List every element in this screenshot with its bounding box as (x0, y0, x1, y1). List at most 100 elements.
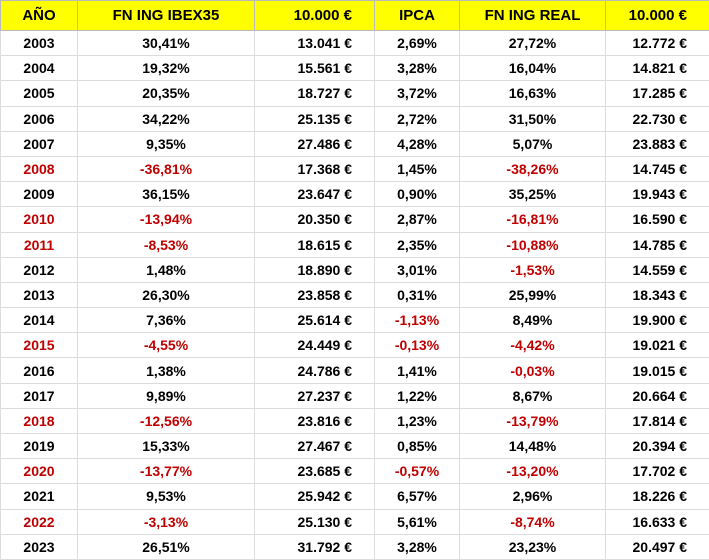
ibex-value-cell: 25.135 € (254, 105, 375, 132)
real-return-cell: -10,88% (459, 231, 606, 258)
ibex-return-cell: 7,36% (77, 307, 255, 334)
table-row: 2016 1,38% 24.786 €1,41% -0,03% 19.015 € (0, 357, 709, 384)
ipca-cell: 3,72% (374, 80, 460, 107)
ibex-return-cell: 34,22% (77, 105, 255, 132)
table-row: 2017 9,89% 27.237 €1,22% 8,67% 20.664 € (0, 382, 709, 409)
real-value-cell: 16.590 € (605, 206, 709, 233)
year-cell: 2020 (0, 458, 78, 485)
real-return-cell: 23,23% (459, 533, 606, 560)
ibex-return-cell: -36,81% (77, 155, 255, 183)
ibex-return-cell: -13,77% (77, 458, 255, 485)
ibex-return-cell: 9,89% (77, 382, 255, 409)
ibex-return-cell: 36,15% (77, 181, 255, 208)
year-cell: 2012 (0, 256, 78, 283)
ibex-return-cell: 26,30% (77, 281, 255, 309)
real-return-cell: 14,48% (459, 432, 606, 460)
ibex-value-cell: 18.890 € (254, 256, 375, 283)
year-cell: 2009 (0, 181, 78, 208)
ipca-cell: 2,35% (374, 231, 460, 258)
real-value-cell: 14.559 € (605, 256, 709, 283)
table-row: 2007 9,35% 27.486 €4,28% 5,07% 23.883 € (0, 130, 709, 157)
table-row: 2010 -13,94% 20.350 €2,87% -16,81% 16.590 € (0, 206, 709, 233)
real-return-cell: 5,07% (459, 130, 606, 157)
ibex-value-cell: 31.792 € (254, 533, 375, 560)
year-cell: 2010 (0, 206, 78, 233)
real-value-cell: 19.943 € (605, 181, 709, 208)
ibex-value-cell: 24.786 € (254, 357, 375, 384)
ipca-cell: 1,41% (374, 357, 460, 384)
real-value-cell: 14.745 € (605, 155, 709, 183)
real-value-cell: 20.664 € (605, 382, 709, 409)
table-row: 2004 19,32% 15.561 €3,28% 16,04% 14.821 € (0, 55, 709, 82)
ibex-return-cell: 1,38% (77, 357, 255, 384)
real-return-cell: -0,03% (459, 357, 606, 384)
ibex-value-cell: 20.350 € (254, 206, 375, 233)
ibex-value-cell: 23.858 € (254, 281, 375, 309)
header-ibex-return: FN ING IBEX35 (77, 0, 255, 31)
ibex-return-cell: 30,41% (77, 29, 255, 57)
table-row: 2021 9,53% 25.942 €6,57% 2,96% 18.226 € (0, 483, 709, 510)
real-return-cell: 27,72% (459, 29, 606, 57)
real-value-cell: 16.633 € (605, 508, 709, 535)
real-return-cell: -4,42% (459, 332, 606, 359)
table-row: 2003 30,41% 13.041 €2,69% 27,72% 12.772 € (0, 29, 709, 57)
year-cell: 2006 (0, 105, 78, 132)
ipca-cell: -0,13% (374, 332, 460, 359)
real-value-cell: 18.343 € (605, 281, 709, 309)
year-cell: 2016 (0, 357, 78, 384)
real-value-cell: 17.702 € (605, 458, 709, 485)
table-row: 2014 7,36% 25.614 € -1,13% 8,49% 19.900 € (0, 307, 709, 334)
real-value-cell: 20.394 € (605, 432, 709, 460)
table-row: 2008 -36,81% 17.368 €1,45% -38,26% 14.745 € (0, 155, 709, 183)
ipca-cell: 0,90% (374, 181, 460, 208)
ibex-value-cell: 25.130 € (254, 508, 375, 535)
real-return-cell: -1,53% (459, 256, 606, 283)
table-row: 2013 26,30% 23.858 €0,31% 25,99% 18.343 € (0, 281, 709, 309)
table-row: 2018 -12,56% 23.816 €1,23% -13,79% 17.814 € (0, 407, 709, 435)
real-return-cell: -16,81% (459, 206, 606, 233)
header-real-return: FN ING REAL (459, 0, 606, 31)
real-value-cell: 20.497 € (605, 533, 709, 560)
ipca-cell: 2,87% (374, 206, 460, 233)
ibex-return-cell: -8,53% (77, 231, 255, 258)
year-cell: 2013 (0, 281, 78, 309)
real-value-cell: 19.015 € (605, 357, 709, 384)
ibex-return-cell: 20,35% (77, 80, 255, 107)
table-row: 2015 -4,55% 24.449 € -0,13% -4,42% 19.021 € (0, 332, 709, 359)
ipca-cell: 0,85% (374, 432, 460, 460)
year-cell: 2017 (0, 382, 78, 409)
real-return-cell: 16,04% (459, 55, 606, 82)
year-cell: 2005 (0, 80, 78, 107)
header-ibex-value: 10.000 € (254, 0, 375, 31)
ipca-cell: 2,69% (374, 29, 460, 57)
real-return-cell: 31,50% (459, 105, 606, 132)
ibex-return-cell: 15,33% (77, 432, 255, 460)
year-cell: 2007 (0, 130, 78, 157)
table-row: 2019 15,33% 27.467 €0,85% 14,48% 20.394 € (0, 432, 709, 460)
real-value-cell: 19.021 € (605, 332, 709, 359)
table-row: 2009 36,15% 23.647 €0,90% 35,25% 19.943 € (0, 181, 709, 208)
ibex-value-cell: 23.816 € (254, 407, 375, 435)
ipca-cell: 4,28% (374, 130, 460, 157)
ibex-value-cell: 17.368 € (254, 155, 375, 183)
header-year: AÑO (0, 0, 78, 31)
real-return-cell: -8,74% (459, 508, 606, 535)
ibex-return-cell: -12,56% (77, 407, 255, 435)
ibex-return-cell: 9,35% (77, 130, 255, 157)
ibex-value-cell: 15.561 € (254, 55, 375, 82)
ibex-return-cell: -4,55% (77, 332, 255, 359)
table-row: 2022 -3,13% 25.130 €5,61% -8,74% 16.633 € (0, 508, 709, 535)
year-cell: 2018 (0, 407, 78, 435)
year-cell: 2019 (0, 432, 78, 460)
real-return-cell: -13,79% (459, 407, 606, 435)
table-row: 2023 26,51% 31.792 €3,28% 23,23% 20.497 € (0, 533, 709, 560)
ipca-cell: 3,01% (374, 256, 460, 283)
ibex-value-cell: 25.614 € (254, 307, 375, 334)
ipca-cell: 5,61% (374, 508, 460, 535)
table-row: 2012 1,48% 18.890 €3,01% -1,53% 14.559 € (0, 256, 709, 283)
ibex-value-cell: 23.685 € (254, 458, 375, 485)
real-value-cell: 19.900 € (605, 307, 709, 334)
ibex-value-cell: 13.041 € (254, 29, 375, 57)
ibex-return-cell: 1,48% (77, 256, 255, 283)
